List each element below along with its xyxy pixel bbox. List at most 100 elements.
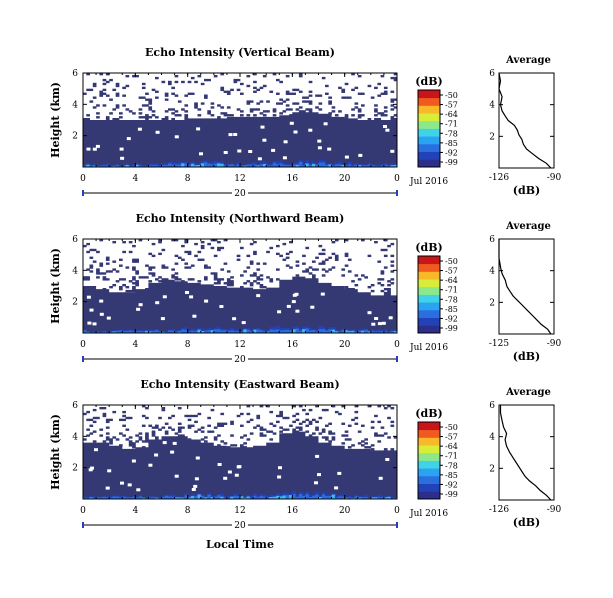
colorbar-swatch: [418, 128, 440, 137]
profile-x-tick-label: -90: [547, 173, 562, 183]
colorbar-swatch: [418, 445, 440, 454]
colorbar-swatch: [418, 136, 440, 145]
colorbar-tick-label: -64: [445, 442, 458, 451]
colorbar-swatch: [418, 325, 440, 334]
y-tick-label: 2: [72, 132, 78, 142]
x-tick-label: 0: [394, 174, 400, 184]
colorbar-tick-label: -92: [445, 148, 458, 157]
colorbar-unit: (dB): [415, 241, 442, 254]
colorbar-tick-label: -99: [445, 324, 458, 333]
x-tick-label: 12: [234, 174, 245, 184]
colorbar-tick-label: -99: [445, 158, 458, 167]
date-month-label: Jul 2016: [409, 509, 448, 519]
colorbar-swatch: [418, 151, 440, 160]
y-axis-label: Height (km): [49, 414, 62, 490]
colorbar-tick-label: -71: [445, 286, 458, 295]
x-tick-label: 0: [80, 506, 86, 516]
profile-y-tick-label: 6: [489, 235, 495, 245]
heatmap: [83, 239, 397, 333]
profile-frame: [498, 72, 555, 169]
profile-line: [498, 72, 552, 169]
x-tick-label: 8: [185, 340, 191, 350]
colorbar-swatch: [418, 475, 440, 484]
heatmap: [83, 73, 397, 167]
colorbar-tick-label: -85: [445, 305, 458, 314]
colorbar-swatch: [418, 422, 440, 431]
panel-3: Echo Intensity (Eastward Beam) 0 4 8 12 16 20 0…: [49, 378, 562, 531]
profile-frame: [498, 404, 555, 501]
profile-line: [499, 405, 552, 501]
profile-y-tick-label: 4: [489, 267, 495, 277]
colorbar-swatch: [418, 483, 440, 492]
x-tick-label: 16: [287, 506, 299, 516]
x-tick-label: 16: [287, 174, 299, 184]
colorbar-swatch: [418, 97, 440, 106]
profile-line: [498, 239, 552, 335]
panel-title: Echo Intensity (Vertical Beam): [145, 46, 335, 59]
date-day-label: 20: [234, 189, 246, 199]
profile-x-tick-label: -125: [489, 339, 509, 349]
colorbar-swatch: [418, 468, 440, 477]
colorbar-swatch: [418, 452, 440, 461]
x-tick-label: 20: [339, 340, 351, 350]
x-tick-label: 20: [339, 506, 351, 516]
panel-2: Echo Intensity (Northward Beam)0 4 8 12 16 20…: [49, 212, 562, 365]
y-tick-label: 4: [72, 100, 78, 110]
x-tick-label: 4: [132, 174, 138, 184]
colorbar-swatch: [418, 491, 440, 500]
x-tick-label: 0: [394, 340, 400, 350]
colorbar-tick-label: -57: [445, 101, 458, 110]
profile-x-tick-label: -126: [489, 505, 509, 515]
profile-y-tick-label: 6: [489, 401, 495, 411]
y-tick-label: 4: [72, 432, 78, 442]
profile-title: Average: [505, 221, 551, 232]
colorbar-tick-label: -92: [445, 480, 458, 489]
colorbar-swatch: [418, 90, 440, 99]
colorbar-tick-label: -57: [445, 433, 458, 442]
colorbar-tick-label: -85: [445, 471, 458, 480]
colorbar-swatch: [418, 460, 440, 469]
colorbar-swatch: [418, 159, 440, 168]
colorbar-swatch: [418, 302, 440, 311]
x-tick-label: 0: [394, 506, 400, 516]
y-tick-label: 6: [72, 69, 78, 79]
x-tick-label: 12: [234, 506, 245, 516]
colorbar-tick-label: -85: [445, 139, 458, 148]
colorbar-tick-label: -78: [445, 461, 458, 470]
x-tick-label: 4: [132, 340, 138, 350]
y-axis-label: Height (km): [49, 82, 62, 158]
y-tick-label: 6: [72, 401, 78, 411]
colorbar-swatch: [418, 294, 440, 303]
profile-y-tick-label: 2: [489, 132, 495, 142]
colorbar-swatch: [418, 286, 440, 295]
y-tick-label: 2: [72, 298, 78, 308]
colorbar-tick-label: -50: [445, 423, 458, 432]
x-tick-label: 4: [132, 506, 138, 516]
colorbar-tick-label: -64: [445, 110, 458, 119]
colorbar-tick-label: -92: [445, 314, 458, 323]
colorbar-swatch: [418, 113, 440, 122]
colorbar-swatch: [418, 256, 440, 265]
profile-x-tick-label: -90: [547, 505, 562, 515]
y-tick-label: 6: [72, 235, 78, 245]
profile-y-tick-label: 2: [489, 464, 495, 474]
x-tick-label: 20: [339, 174, 351, 184]
colorbar-tick-label: -50: [445, 257, 458, 266]
echo-region: [83, 112, 397, 167]
colorbar-tick-label: -50: [445, 91, 458, 100]
colorbar-unit: (dB): [415, 407, 442, 420]
colorbar-tick-label: -64: [445, 276, 458, 285]
colorbar-unit: (dB): [415, 75, 442, 88]
panel-title: Echo Intensity (Eastward Beam): [140, 378, 339, 391]
profile-x-tick-label: -126: [489, 173, 509, 183]
echo-region: [83, 276, 397, 333]
colorbar-tick-label: -78: [445, 129, 458, 138]
x-tick-label: 8: [185, 506, 191, 516]
colorbar-frame: [417, 421, 441, 500]
profile-title: Average: [505, 55, 551, 66]
profile-x-label: (dB): [513, 184, 540, 197]
colorbar-tick-label: -78: [445, 295, 458, 304]
date-day-label: 20: [234, 521, 246, 531]
profile-frame: [498, 238, 555, 335]
